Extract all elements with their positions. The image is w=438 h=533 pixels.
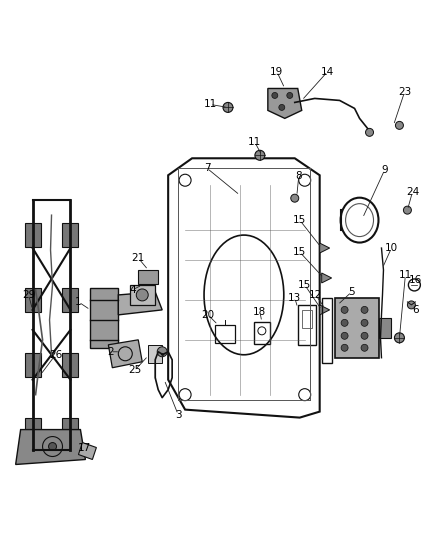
Text: 11: 11 [203, 100, 217, 109]
Text: 6: 6 [412, 305, 419, 315]
Bar [321, 298, 332, 363]
Circle shape [361, 333, 368, 340]
Bar [379, 318, 392, 338]
Polygon shape [321, 273, 332, 283]
Polygon shape [16, 430, 85, 464]
Text: 20: 20 [201, 310, 215, 320]
Circle shape [223, 102, 233, 112]
Circle shape [366, 128, 374, 136]
Text: 19: 19 [270, 67, 283, 77]
Circle shape [157, 347, 167, 357]
Circle shape [255, 150, 265, 160]
Circle shape [272, 92, 278, 99]
Circle shape [341, 306, 348, 313]
Bar [254, 322, 270, 344]
Circle shape [407, 301, 415, 309]
Bar [298, 305, 316, 345]
Bar [25, 417, 41, 441]
Circle shape [136, 289, 148, 301]
Circle shape [279, 104, 285, 110]
Text: 24: 24 [406, 187, 419, 197]
Bar [215, 325, 235, 343]
Text: 11: 11 [399, 270, 412, 280]
Text: 15: 15 [293, 247, 306, 257]
Polygon shape [320, 243, 330, 253]
Text: 10: 10 [385, 243, 398, 253]
Text: 26: 26 [49, 350, 62, 360]
Bar [63, 288, 78, 312]
Bar [63, 353, 78, 377]
Bar [138, 270, 158, 284]
Bar [63, 417, 78, 441]
Circle shape [395, 333, 404, 343]
Text: 15: 15 [293, 215, 306, 225]
Text: 14: 14 [321, 67, 334, 77]
Text: 13: 13 [288, 293, 301, 303]
Text: 7: 7 [204, 163, 210, 173]
Text: 3: 3 [175, 410, 181, 419]
Text: 18: 18 [253, 307, 266, 317]
Bar [63, 223, 78, 247]
Polygon shape [118, 292, 162, 315]
Text: 4: 4 [129, 285, 136, 295]
Polygon shape [320, 305, 330, 315]
Polygon shape [78, 442, 96, 459]
Text: 2: 2 [107, 347, 113, 357]
Circle shape [361, 319, 368, 326]
Text: 12: 12 [309, 290, 322, 300]
Circle shape [403, 206, 411, 214]
Text: 5: 5 [348, 287, 355, 297]
Bar [25, 223, 41, 247]
Circle shape [49, 442, 57, 450]
Circle shape [361, 306, 368, 313]
Text: 25: 25 [129, 365, 142, 375]
Text: 21: 21 [132, 253, 145, 263]
Bar [335, 298, 379, 358]
Text: 15: 15 [298, 280, 311, 290]
Circle shape [287, 92, 293, 99]
Circle shape [291, 194, 299, 202]
Text: 17: 17 [78, 442, 91, 453]
Circle shape [341, 333, 348, 340]
Polygon shape [268, 88, 302, 118]
Bar [25, 353, 41, 377]
Text: 11: 11 [248, 138, 261, 147]
Text: 8: 8 [296, 171, 302, 181]
Text: 16: 16 [409, 275, 422, 285]
Bar [90, 288, 118, 348]
Bar [148, 345, 162, 363]
Polygon shape [108, 340, 142, 368]
Text: 29: 29 [22, 290, 35, 300]
Bar [130, 285, 155, 305]
Text: 23: 23 [398, 87, 411, 98]
Text: 9: 9 [381, 165, 388, 175]
Circle shape [396, 122, 403, 130]
Circle shape [361, 344, 368, 351]
Circle shape [341, 344, 348, 351]
Text: 1: 1 [75, 297, 82, 307]
Circle shape [341, 319, 348, 326]
Bar [25, 288, 41, 312]
Bar [302, 310, 312, 328]
